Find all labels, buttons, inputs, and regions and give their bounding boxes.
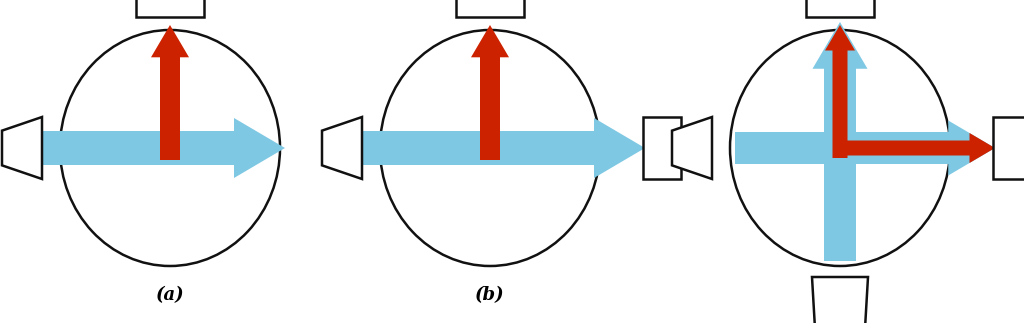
Polygon shape (812, 277, 868, 323)
Polygon shape (2, 117, 42, 179)
Text: (a): (a) (156, 286, 184, 304)
FancyArrow shape (471, 25, 509, 160)
FancyArrow shape (845, 133, 995, 163)
FancyArrow shape (812, 22, 867, 261)
Bar (806, 0, 874, 17)
Bar (136, 0, 204, 17)
Polygon shape (672, 117, 712, 179)
Bar (456, 0, 524, 17)
FancyArrow shape (362, 118, 645, 178)
FancyArrow shape (42, 118, 285, 178)
FancyArrow shape (825, 25, 855, 158)
Text: (b): (b) (475, 286, 505, 304)
FancyArrow shape (735, 120, 995, 175)
Polygon shape (322, 117, 362, 179)
Bar (993, 117, 1024, 179)
Bar (643, 117, 681, 179)
FancyArrow shape (151, 25, 189, 160)
Text: (c): (c) (826, 286, 854, 304)
